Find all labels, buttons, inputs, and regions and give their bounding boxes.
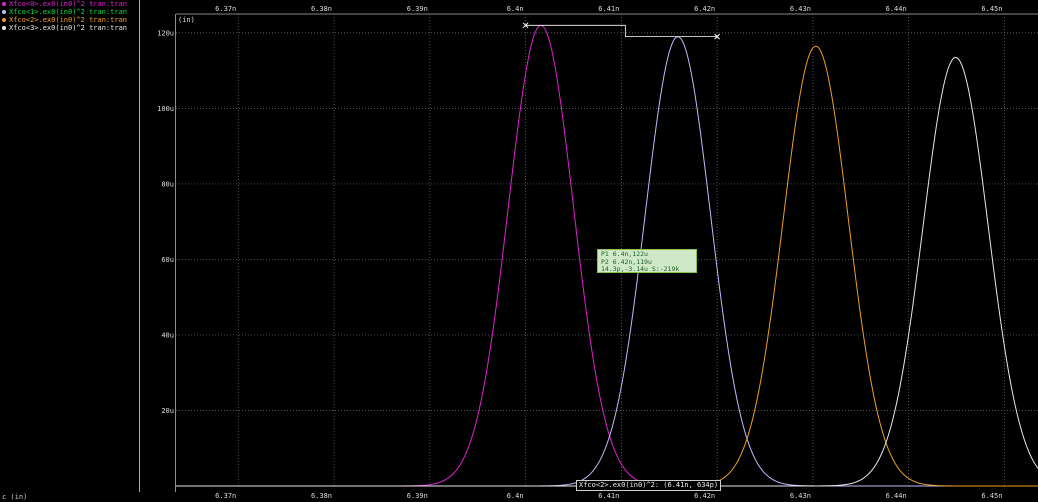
tick-labels: 6.37n 6.37n 6.38n 6.38n 6.39n 6.39n 6.4n 6.4n 6.…: [157, 5, 1002, 500]
y-axis-strip: [148, 14, 176, 492]
y-tick-label: 120u: [157, 29, 174, 37]
markers: [522, 22, 720, 40]
x-tick-label-top: 6.37n: [215, 5, 236, 13]
x-axis-label: c (in): [0, 492, 164, 502]
x-tick-label-bottom: 6.41n: [598, 492, 619, 500]
legend-label: Xfco<0>.ex0(in0)^2 tran:tran: [9, 0, 128, 8]
legend-label: Xfco<3>.ex0(in0)^2 tran:tran: [9, 24, 128, 32]
x-tick-label-bottom: 6.45n: [981, 492, 1002, 500]
delta-marker-box[interactable]: P1 6.4n,122u P2 6.42n,119u 14.3p,-3.14u …: [597, 249, 697, 273]
x-tick-label-top: 6.41n: [598, 5, 619, 13]
y-unit-label: (in): [178, 16, 195, 24]
y-tick-label: 20u: [161, 407, 174, 415]
marker-x-icon: [522, 22, 529, 29]
x-tick-label-bottom: 6.4n: [507, 492, 524, 500]
series-dot-icon: [2, 2, 6, 6]
y-tick-label: 60u: [161, 256, 174, 264]
y-tick-label: 40u: [161, 331, 174, 339]
delta-step-line: [525, 24, 718, 38]
series-dot-icon: [2, 26, 6, 30]
delta-p2: P2 6.42n,119u: [601, 257, 652, 266]
x-tick-label-bottom: 6.37n: [215, 492, 236, 500]
series-dot-icon: [2, 18, 6, 22]
x-tick-label-top: 6.39n: [407, 5, 428, 13]
y-tick-label: 100u: [157, 105, 174, 113]
marker-x-icon: [714, 33, 720, 40]
delta-p1: P1 6.4n,122u: [601, 250, 648, 258]
legend-entry[interactable]: Xfco<2>.ex0(in0)^2 tran:tran: [0, 16, 139, 24]
cursor-readout: Xfco<2>.ex0(in0)^2: (6.41n, 634p): [576, 480, 722, 491]
x-tick-label-top: 6.4n: [507, 5, 524, 13]
series-dot-icon: [2, 10, 6, 14]
x-tick-label-top: 6.44n: [886, 5, 907, 13]
legend-label: Xfco<2>.ex0(in0)^2 tran:tran: [9, 16, 128, 24]
x-tick-label-bottom: 6.43n: [790, 492, 811, 500]
y-tick-label: 80u: [161, 180, 174, 188]
x-tick-label-top: 6.38n: [311, 5, 332, 13]
delta-value: 14.3p,-3.14u S:-219k: [601, 265, 680, 273]
legend-entry[interactable]: Xfco<3>.ex0(in0)^2 tran:tran: [0, 24, 139, 32]
x-tick-label-top: 6.45n: [981, 5, 1002, 13]
x-tick-label-bottom: 6.39n: [407, 492, 428, 500]
legend-panel: Xfco<0>.ex0(in0)^2 tran:tran Xfco<1>.ex0…: [0, 0, 140, 492]
legend-entry[interactable]: Xfco<1>.ex0(in0)^2 tran:tran: [0, 8, 139, 16]
x-tick-label-bottom: 6.44n: [886, 492, 907, 500]
legend-label: Xfco<1>.ex0(in0)^2 tran:tran: [9, 8, 128, 16]
x-tick-label-bottom: 6.42n: [694, 492, 715, 500]
x-tick-label-top: 6.43n: [790, 5, 811, 13]
legend-entry[interactable]: Xfco<0>.ex0(in0)^2 tran:tran: [0, 0, 139, 8]
x-tick-label-top: 6.42n: [694, 5, 715, 13]
x-tick-label-bottom: 6.38n: [311, 492, 332, 500]
